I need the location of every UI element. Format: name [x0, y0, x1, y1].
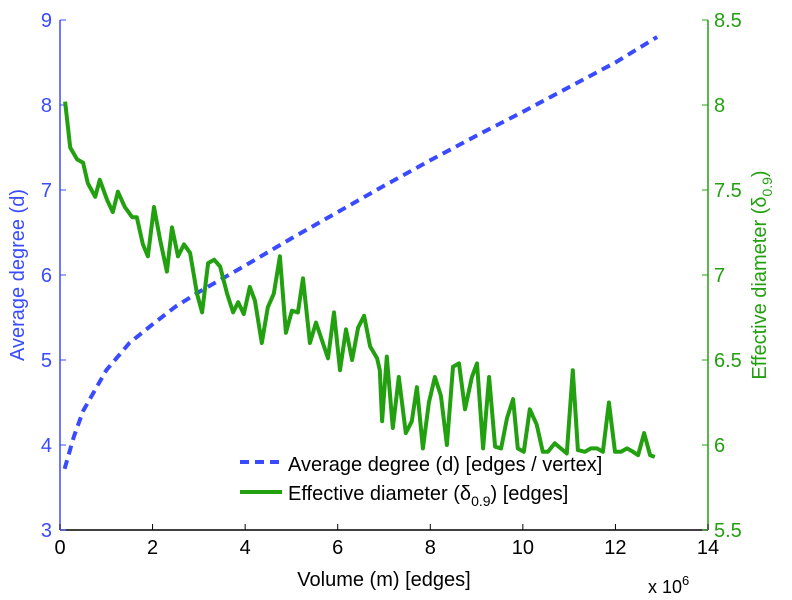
x-axis-label: Volume (m) [edges] [297, 569, 470, 591]
legend: Average degree (d) [edges / vertex] Effe… [240, 454, 602, 509]
y-right-tick-label: 7 [714, 265, 725, 287]
y-right-tick-label: 6.5 [714, 350, 742, 372]
legend-label-effective-diameter: Effective diameter (δ0.9) [edges] [288, 483, 568, 509]
x-tick-label: 6 [332, 537, 343, 559]
y-left-tick-label: 5 [41, 350, 52, 372]
y-right-tick-label: 8.5 [714, 10, 742, 32]
x-tick-label: 12 [604, 537, 626, 559]
y-axis-label-right: Effective diameter (δ0.9) [749, 170, 775, 379]
y-right-tick-label: 6 [714, 435, 725, 457]
x-tick-label: 10 [512, 537, 534, 559]
axes: 0 2 4 6 8 10 12 14 3 4 5 6 7 8 9 5.5 6 6.5 7 7.5 8 8.5 [41, 10, 742, 559]
y-right-tick-label: 7.5 [714, 180, 742, 202]
y-left-tick-label: 7 [41, 180, 52, 202]
x-tick-label: 4 [240, 537, 251, 559]
x-tick-label: 2 [147, 537, 158, 559]
y-left-tick-label: 6 [41, 265, 52, 287]
legend-label-average-degree: Average degree (d) [edges / vertex] [288, 454, 602, 476]
x-tick-label: 14 [697, 537, 719, 559]
y-axis-label-left: Average degree (d) [7, 189, 29, 361]
y-right-tick-label: 5.5 [714, 520, 742, 542]
average-degree-line [62, 35, 659, 470]
y-left-tick-label: 4 [41, 435, 52, 457]
y-left-tick-label: 9 [41, 10, 52, 32]
x-multiplier: x 106 [648, 573, 689, 597]
x-tick-label: 0 [54, 537, 65, 559]
y-left-tick-label: 8 [41, 95, 52, 117]
y-right-tick-label: 8 [714, 95, 725, 117]
x-tick-label: 8 [425, 537, 436, 559]
y-left-tick-label: 3 [41, 520, 52, 542]
effective-diameter-line [63, 101, 656, 459]
series [62, 35, 659, 470]
